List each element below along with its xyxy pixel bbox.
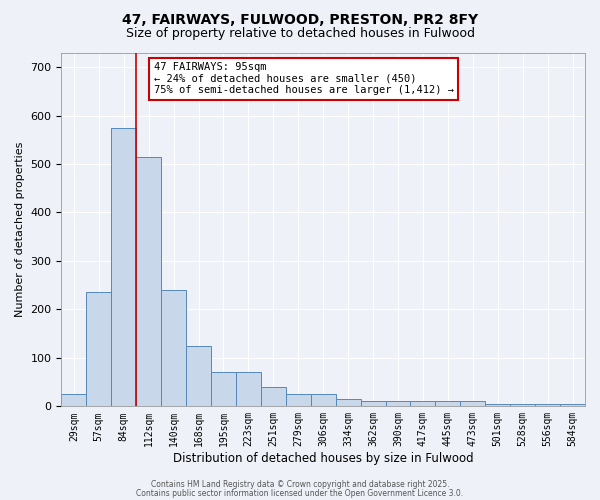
Text: 47 FAIRWAYS: 95sqm
← 24% of detached houses are smaller (450)
75% of semi-detach: 47 FAIRWAYS: 95sqm ← 24% of detached hou…: [154, 62, 454, 96]
Bar: [261, 387, 286, 406]
Text: Contains HM Land Registry data © Crown copyright and database right 2025.: Contains HM Land Registry data © Crown c…: [151, 480, 449, 489]
Bar: [560, 404, 585, 406]
Bar: [436, 402, 460, 406]
Bar: [361, 402, 386, 406]
Bar: [460, 402, 485, 406]
Bar: [86, 292, 111, 406]
Bar: [410, 402, 436, 406]
Bar: [335, 399, 361, 406]
Bar: [61, 394, 86, 406]
Text: 47, FAIRWAYS, FULWOOD, PRESTON, PR2 8FY: 47, FAIRWAYS, FULWOOD, PRESTON, PR2 8FY: [122, 12, 478, 26]
Bar: [386, 402, 410, 406]
Bar: [485, 404, 510, 406]
Bar: [186, 346, 211, 406]
Y-axis label: Number of detached properties: Number of detached properties: [15, 142, 25, 317]
Bar: [236, 372, 261, 406]
Bar: [311, 394, 335, 406]
Bar: [286, 394, 311, 406]
Bar: [136, 156, 161, 406]
Bar: [111, 128, 136, 406]
Text: Size of property relative to detached houses in Fulwood: Size of property relative to detached ho…: [125, 28, 475, 40]
Text: Contains public sector information licensed under the Open Government Licence 3.: Contains public sector information licen…: [136, 488, 464, 498]
Bar: [535, 404, 560, 406]
Bar: [510, 404, 535, 406]
Bar: [211, 372, 236, 406]
X-axis label: Distribution of detached houses by size in Fulwood: Distribution of detached houses by size …: [173, 452, 473, 465]
Bar: [161, 290, 186, 406]
